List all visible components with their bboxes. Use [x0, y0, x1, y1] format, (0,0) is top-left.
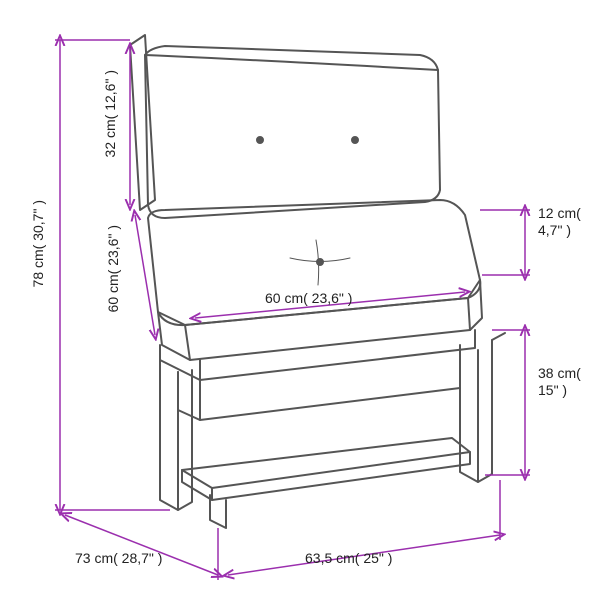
- dim-cushion-height-text: 12 cm( 4,7" ): [538, 205, 593, 239]
- dim-frame-height-text: 38 cm( 15" ): [538, 365, 593, 399]
- dim-width-overall: 63,5 cm( 25" ): [305, 550, 392, 566]
- dim-seat-width: 60 cm( 23,6" ): [265, 290, 352, 306]
- dim-height-total: 78 cm( 30,7" ): [30, 200, 46, 287]
- diagram-canvas: 78 cm( 30,7" ) 32 cm( 12,6" ) 60 cm( 23,…: [0, 0, 600, 591]
- dim-frame-height: 38 cm( 15" ): [538, 365, 593, 399]
- dim-cushion-height: 12 cm( 4,7" ): [538, 205, 593, 239]
- dim-back-height: 32 cm( 12,6" ): [102, 70, 118, 157]
- dim-seat-depth-v: 60 cm( 23,6" ): [105, 225, 121, 312]
- dimension-lines: [55, 40, 530, 580]
- product-outline: [130, 35, 505, 528]
- dim-depth-overall: 73 cm( 28,7" ): [75, 550, 162, 566]
